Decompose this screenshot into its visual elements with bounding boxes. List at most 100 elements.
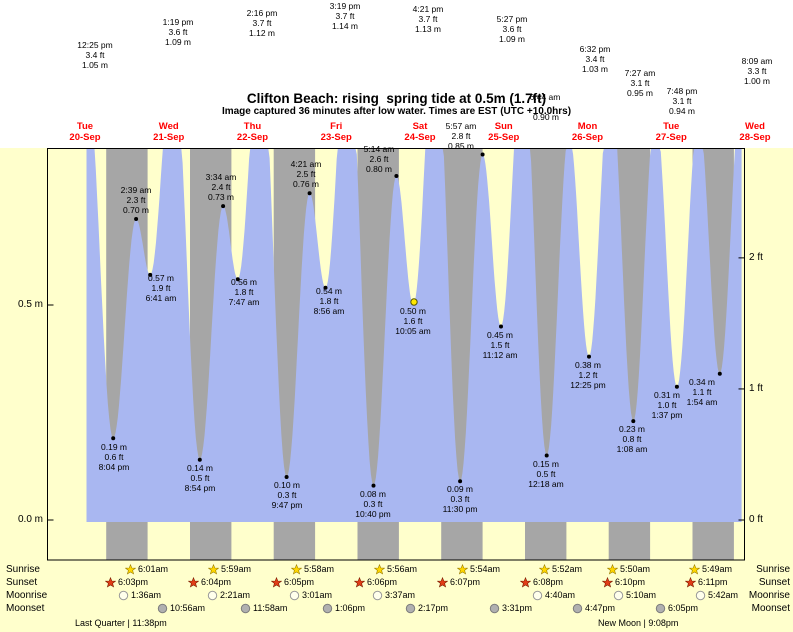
- tide-annotation: 7:27 am 3.1 ft 0.95 m: [624, 68, 656, 98]
- tide-annotation: 0.57 m 1.9 ft 6:41 am: [145, 273, 177, 303]
- y-axis-label-feet: 1 ft: [749, 382, 763, 394]
- y-axis-label-feet: 2 ft: [749, 251, 763, 263]
- moonset-time: 4:47pm: [585, 603, 616, 613]
- chart-subtitle: Image captured 36 minutes after low wate…: [221, 106, 572, 117]
- moonrise-event: 5:10am: [613, 589, 656, 601]
- tide-extreme-dot: [458, 479, 463, 484]
- sunset-icon: [354, 576, 365, 588]
- moonrise-time: 5:42am: [708, 590, 739, 600]
- astro-row-label-right-sunset: Sunset: [758, 577, 790, 588]
- sunset-event: 6:06pm: [354, 576, 397, 588]
- sunset-time: 6:06pm: [367, 577, 398, 587]
- moonset-event: 1:06pm: [322, 602, 365, 614]
- sunset-time: 6:05pm: [284, 577, 315, 587]
- moonrise-icon: [532, 590, 543, 600]
- sunrise-icon: [689, 563, 700, 575]
- y-axis-label-feet: 0 ft: [749, 514, 763, 525]
- moonset-event: 4:47pm: [572, 602, 615, 614]
- moonrise-time: 3:01am: [302, 590, 333, 600]
- sunrise-time: 5:58am: [304, 564, 335, 574]
- tide-annotation: 0.10 m 0.3 ft 9:47 pm: [271, 480, 303, 510]
- sunrise-event: 5:50am: [607, 563, 650, 575]
- sunrise-icon: [125, 563, 136, 575]
- moonset-event: 2:17pm: [405, 602, 448, 614]
- sunset-event: 6:08pm: [520, 576, 563, 588]
- moonrise-event: 5:42am: [695, 589, 738, 601]
- moonrise-event: 3:01am: [289, 589, 332, 601]
- sunset-event: 6:11pm: [685, 576, 727, 588]
- sunset-icon: [188, 576, 199, 588]
- day-label: Fri 23-Sep: [320, 121, 352, 143]
- moonrise-event: 1:36am: [118, 589, 161, 601]
- moonrise-time: 3:37am: [385, 590, 416, 600]
- tide-extreme-dot: [587, 354, 591, 359]
- moonrise-icon: [289, 590, 300, 600]
- sunset-icon: [685, 576, 696, 588]
- y-axis-label-metres: 0.5 m: [17, 299, 43, 310]
- moonset-time: 3:31pm: [502, 603, 533, 613]
- moonset-event: 11:58am: [240, 602, 287, 614]
- tide-annotation: 0.34 m 1.1 ft 1:54 am: [686, 377, 718, 407]
- sunset-event: 6:04pm: [188, 576, 231, 588]
- sunset-time: 6:10pm: [615, 577, 646, 587]
- y-axis-label-metres: 0.0 m: [17, 514, 43, 525]
- sunrise-event: 5:59am: [208, 563, 251, 575]
- sunset-event: 6:03pm: [105, 576, 148, 588]
- tide-extreme-dot: [323, 285, 328, 290]
- sunset-time: 6:03pm: [118, 577, 149, 587]
- sunrise-event: 5:56am: [374, 563, 417, 575]
- sunset-event: 6:07pm: [437, 576, 480, 588]
- moonset-icon: [489, 603, 500, 613]
- tide-extreme-dot: [371, 483, 376, 488]
- moonset-icon: [405, 603, 416, 613]
- tide-annotation: 0.19 m 0.6 ft 8:04 pm: [98, 442, 130, 472]
- sunset-icon: [437, 576, 448, 588]
- tide-annotation: 4:21 am 2.5 ft 0.76 m: [290, 159, 322, 189]
- sunrise-event: 5:54am: [457, 563, 500, 575]
- sunrise-event: 6:01am: [125, 563, 168, 575]
- tide-annotation: 0.56 m 1.8 ft 7:47 am: [228, 277, 260, 307]
- tide-extreme-dot: [111, 436, 116, 441]
- moonset-icon: [572, 603, 583, 613]
- day-label: Sat 24-Sep: [404, 121, 436, 143]
- astro-row-label-right-moonset: Moonset: [751, 603, 790, 614]
- tide-extreme-dot: [284, 475, 289, 479]
- sunrise-time: 5:50am: [620, 564, 651, 574]
- sunrise-icon: [457, 563, 468, 575]
- day-label: Thu 22-Sep: [236, 121, 269, 143]
- astro-row-label-right-moonrise: Moonrise: [748, 590, 790, 601]
- moonrise-icon: [613, 590, 624, 600]
- tide-annotation: 0.08 m 0.3 ft 10:40 pm: [355, 489, 391, 519]
- current-time-marker: [410, 298, 418, 306]
- tide-curve-area: [86, 148, 742, 522]
- sunrise-time: 5:52am: [552, 564, 583, 574]
- sunrise-icon: [607, 563, 618, 575]
- tide-annotation: 0.14 m 0.5 ft 8:54 pm: [184, 463, 216, 493]
- tide-annotation: 4:21 pm 3.7 ft 1.13 m: [412, 4, 444, 34]
- sunrise-time: 5:56am: [387, 564, 418, 574]
- tide-annotation: 5:27 pm 3.6 ft 1.09 m: [496, 14, 528, 44]
- chart-title: Clifton Beach: rising spring tide at 0.5…: [246, 91, 547, 106]
- plot-border: [47, 148, 745, 561]
- day-label: Wed 28-Sep: [739, 121, 771, 143]
- astro-row-label-left-sunrise: Sunrise: [6, 564, 40, 575]
- moonrise-event: 2:21am: [207, 589, 250, 601]
- sunrise-event: 5:58am: [291, 563, 334, 575]
- sunset-time: 6:11pm: [698, 577, 728, 587]
- tide-extreme-dot: [674, 384, 679, 389]
- tide-annotation: 6:32 pm 3.4 ft 1.03 m: [579, 44, 611, 74]
- moonrise-time: 2:21am: [220, 590, 251, 600]
- moon-phase-label: New Moon | 9:08pm: [598, 618, 679, 628]
- tide-extreme-dot: [717, 371, 722, 376]
- tide-extreme-dot: [148, 272, 153, 277]
- tide-extreme-dot: [307, 191, 312, 196]
- tide-annotation: 0.45 m 1.5 ft 11:12 am: [482, 330, 518, 360]
- moonset-time: 10:56am: [170, 603, 206, 613]
- day-label: Tue 20-Sep: [69, 121, 101, 143]
- sunrise-event: 5:52am: [539, 563, 582, 575]
- tide-extreme-dot: [544, 453, 549, 458]
- moonset-time: 2:17pm: [418, 603, 449, 613]
- tide-annotation: 3:19 pm 3.7 ft 1.14 m: [329, 1, 361, 31]
- moonset-time: 6:05pm: [668, 603, 699, 613]
